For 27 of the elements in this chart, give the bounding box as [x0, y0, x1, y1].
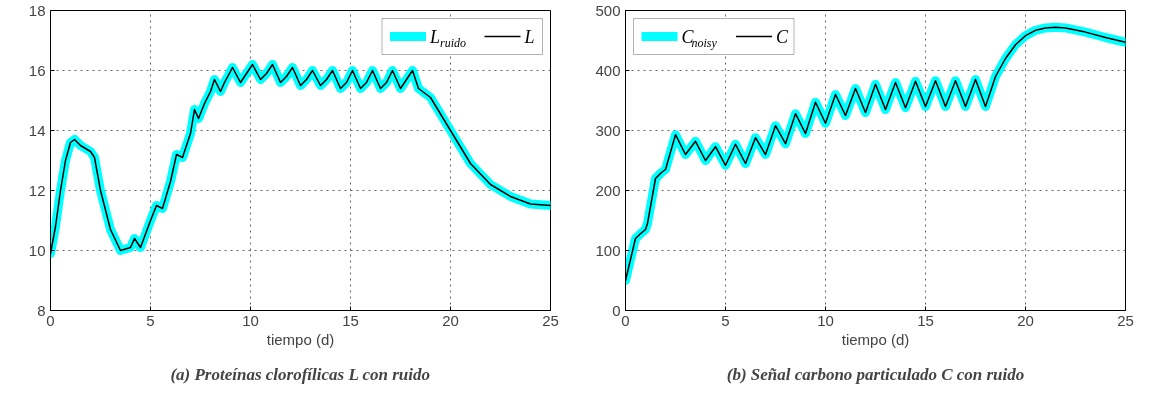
y-tick-label: 300 [595, 121, 621, 139]
y-tick-label: 18 [28, 1, 46, 19]
x-tick-label: 10 [817, 311, 834, 329]
x-tick-label: 5 [721, 311, 730, 329]
x-tick-label: 25 [542, 311, 559, 329]
x-tick-label: 15 [917, 311, 934, 329]
x-tick-label: 25 [1117, 311, 1134, 329]
x-axis-title: tiempo (d) [841, 330, 910, 348]
legend-label: C [776, 26, 789, 47]
x-tick-label: 20 [1017, 311, 1034, 329]
y-tick-label: 12 [28, 181, 46, 199]
text: (b) Señal carbono particulado C con ruido [726, 365, 1025, 384]
y-tick-label: 14 [28, 121, 46, 139]
y-tick-label: 100 [595, 241, 621, 259]
x-tick-label: 10 [242, 311, 259, 329]
x-tick-label: 20 [442, 311, 459, 329]
y-tick-label: 500 [595, 1, 621, 19]
y-tick-label: 8 [37, 301, 46, 319]
y-tick-label: 400 [595, 61, 621, 79]
y-tick-label: 16 [28, 61, 46, 79]
x-tick-label: 15 [342, 311, 359, 329]
legend-label: L [523, 26, 535, 47]
x-tick-label: 5 [146, 311, 155, 329]
y-tick-label: 200 [595, 181, 621, 199]
y-tick-label: 10 [28, 241, 46, 259]
x-axis-title: tiempo (d) [266, 330, 335, 348]
text: (a) Proteínas clorofílicas L con ruido [170, 365, 430, 384]
